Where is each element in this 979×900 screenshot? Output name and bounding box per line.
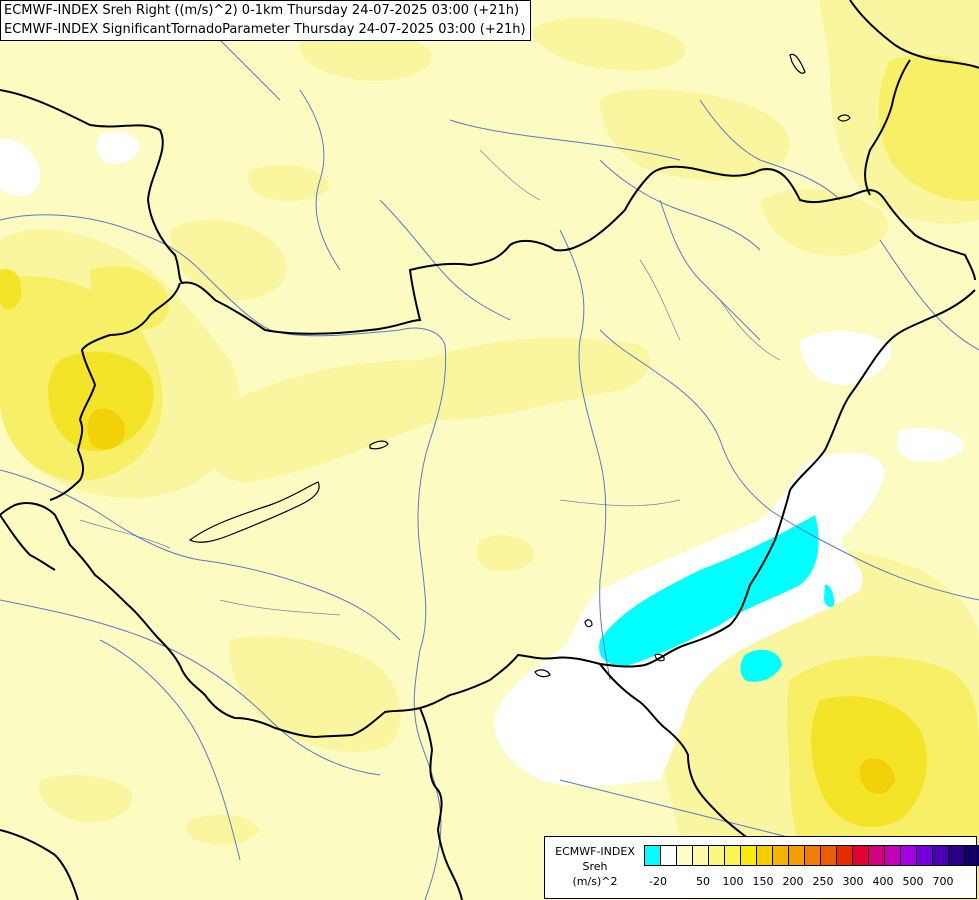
legend-title-variable: Sreh	[582, 860, 608, 873]
rivers	[0, 19, 979, 900]
legend-tick-label: 250	[812, 875, 834, 888]
legend-swatch	[740, 845, 757, 866]
header-line-stp: ECMWF-INDEX SignificantTornadoParameter …	[4, 22, 526, 37]
legend-swatch	[932, 845, 949, 866]
legend-swatch	[692, 845, 709, 866]
legend-swatch	[788, 845, 805, 866]
legend-tick-label: 500	[902, 875, 924, 888]
legend-tick-label: 100	[722, 875, 744, 888]
legend-tick-label: 400	[872, 875, 894, 888]
legend-swatch	[676, 845, 693, 866]
sreh-peak-areas	[87, 408, 895, 794]
legend-swatch	[964, 845, 979, 866]
legend-swatch	[820, 845, 837, 866]
legend-swatch	[804, 845, 821, 866]
sreh-high-areas	[0, 269, 928, 828]
legend-tick-label: 300	[842, 875, 864, 888]
legend-tick-label: 200	[782, 875, 804, 888]
legend-swatch	[660, 845, 677, 866]
legend-title-unit: (m/s)^2	[572, 875, 618, 888]
legend-swatch	[708, 845, 725, 866]
legend-title-source: ECMWF-INDEX	[555, 845, 635, 858]
legend-swatch	[772, 845, 789, 866]
legend-swatch	[884, 845, 901, 866]
legend-swatch	[868, 845, 885, 866]
legend-swatch	[644, 845, 661, 866]
legend-swatch	[836, 845, 853, 866]
legend-tick-label: 700	[932, 875, 954, 888]
lakes	[188, 53, 851, 678]
legend-ticks: -20 50 100 150 200 250 300 400 500 700	[645, 875, 975, 891]
region-boundaries	[79, 149, 781, 616]
legend-tick-label: 50	[696, 875, 710, 888]
legend-swatches	[644, 845, 979, 866]
legend-swatch	[900, 845, 917, 866]
legend-swatch	[724, 845, 741, 866]
sreh-negative-areas	[599, 515, 835, 682]
legend-tick-label: 150	[752, 875, 774, 888]
legend-tick-label: -20	[649, 875, 667, 888]
legend-swatch	[916, 845, 933, 866]
header-line-sreh: ECMWF-INDEX Sreh Right ((m/s)^2) 0-1km T…	[4, 3, 520, 18]
color-legend: ECMWF-INDEX Sreh (m/s)^2 -20 50 100 150 200 2…	[544, 836, 979, 899]
legend-title: ECMWF-INDEX Sreh (m/s)^2	[545, 844, 645, 889]
legend-swatch	[948, 845, 965, 866]
legend-swatch	[756, 845, 773, 866]
legend-swatch	[852, 845, 869, 866]
map-header: ECMWF-INDEX Sreh Right ((m/s)^2) 0-1km T…	[0, 0, 531, 41]
